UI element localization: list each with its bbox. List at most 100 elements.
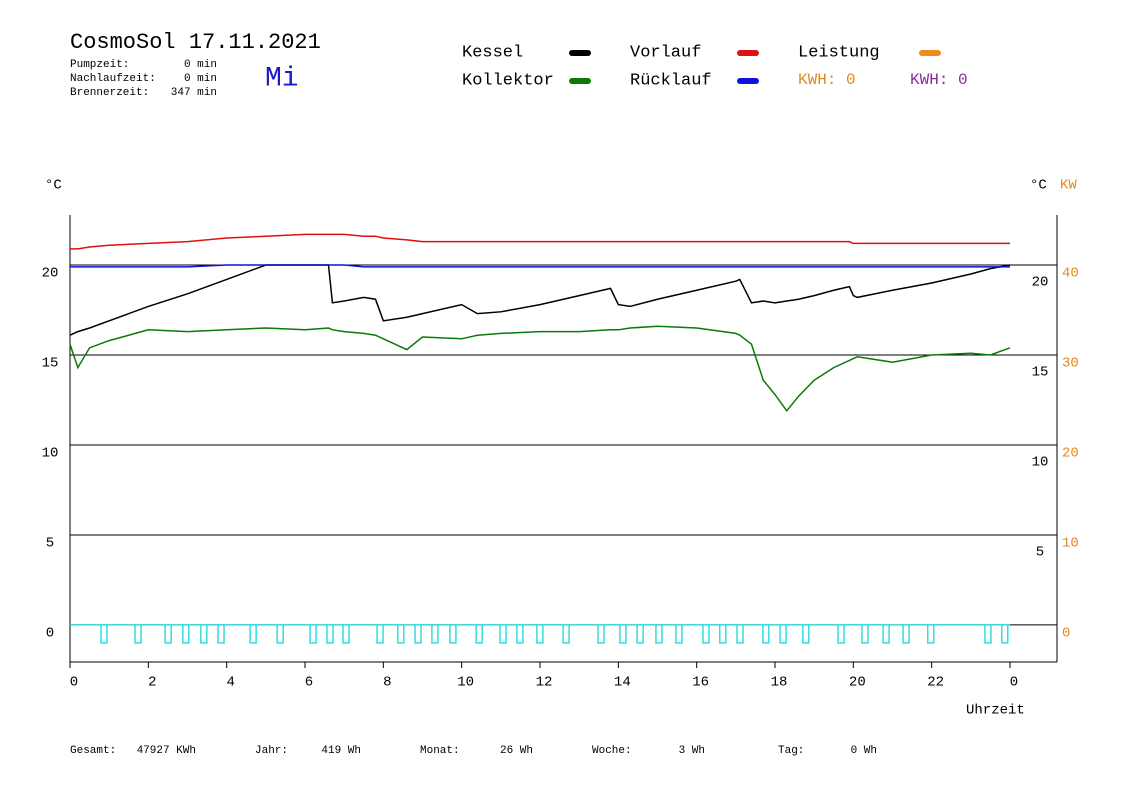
kwh-orange: KWH: 0 — [798, 71, 856, 89]
total-value: 26 Wh — [500, 745, 533, 757]
pump-pulse — [499, 624, 507, 644]
y-label: °C — [45, 178, 62, 194]
y2-tick-label: 30 — [1062, 356, 1079, 372]
pump-pulse — [762, 624, 770, 644]
pump-pulse — [397, 624, 405, 644]
x-label: Uhrzeit — [966, 703, 1025, 719]
stat-label: Nachlaufzeit: — [70, 73, 156, 85]
x-tick-label: 16 — [692, 675, 709, 691]
x-tick-label: 6 — [305, 675, 313, 691]
y-tick-label: 15 — [42, 356, 59, 372]
pump-pulse — [326, 624, 334, 644]
x-tick-label: 12 — [536, 675, 553, 691]
y-tick-label-right: 15 — [1032, 365, 1049, 381]
pump-pulse — [655, 624, 663, 644]
x-tick-label: 18 — [771, 675, 788, 691]
total-label: Woche: — [592, 745, 632, 757]
y2-tick-label: 0 — [1062, 626, 1070, 642]
pump-pulse — [802, 624, 810, 644]
pump-pulse — [927, 624, 935, 644]
pump-pulse — [837, 624, 845, 644]
pump-pulse — [342, 624, 350, 644]
total-label: Monat: — [420, 745, 460, 757]
pump-pulse — [619, 624, 627, 644]
series-line — [70, 264, 1010, 268]
total-value: 3 Wh — [679, 745, 705, 757]
y-tick-label-right: 20 — [1032, 275, 1049, 291]
pump-pulse — [636, 624, 644, 644]
pump-pulse — [1001, 624, 1009, 644]
series-line — [69, 264, 1011, 336]
series-line — [70, 233, 1010, 250]
stat-value: 347 min — [171, 87, 217, 99]
x-tick-label: 4 — [226, 675, 234, 691]
kwh-purple: KWH: 0 — [910, 71, 968, 89]
legend-label: Kollektor — [462, 71, 554, 90]
legend-label: Rücklauf — [630, 71, 712, 90]
pump-pulse — [719, 624, 727, 644]
y2-label: KW — [1060, 178, 1077, 194]
pump-pulse — [431, 624, 439, 644]
pump-pulse — [902, 624, 910, 644]
total-label: Tag: — [778, 745, 804, 757]
pump-pulse — [376, 624, 384, 644]
y2-tick-label: 10 — [1062, 536, 1079, 552]
pump-pulse — [276, 624, 284, 644]
x-tick-label: 14 — [614, 675, 631, 691]
y2-tick-label: 40 — [1062, 266, 1079, 282]
weekday: Mi — [265, 63, 299, 94]
pump-pulse — [414, 624, 422, 644]
legend-label: Leistung — [798, 43, 880, 62]
y-label-right: °C — [1030, 178, 1047, 194]
total-value: 0 Wh — [851, 745, 877, 757]
pump-pulse — [164, 624, 172, 644]
pump-pulse — [182, 624, 190, 644]
total-label: Gesamt: — [70, 745, 116, 757]
pump-pulse — [200, 624, 208, 644]
x-tick-label: 20 — [849, 675, 866, 691]
pump-pulse — [736, 624, 744, 644]
y-tick-label: 10 — [42, 446, 59, 462]
pump-pulse — [475, 624, 483, 644]
total-value: 47927 KWh — [137, 745, 196, 757]
y2-tick-label: 20 — [1062, 446, 1079, 462]
y-tick-label: 0 — [46, 626, 54, 642]
pump-pulse — [134, 624, 142, 644]
stat-label: Brennerzeit: — [70, 87, 149, 99]
x-tick-label: 22 — [927, 675, 944, 691]
stat-value: 0 min — [184, 59, 217, 71]
x-tick-label: 2 — [148, 675, 156, 691]
series-line — [69, 325, 1011, 413]
stat-label: Pumpzeit: — [70, 59, 129, 71]
x-tick-label: 10 — [457, 675, 474, 691]
x-tick-label: 8 — [383, 675, 391, 691]
total-value: 419 Wh — [321, 745, 361, 757]
pump-pulse — [984, 624, 992, 644]
y-tick-label: 20 — [42, 266, 59, 282]
pump-pulse — [861, 624, 869, 644]
y-tick-label: 5 — [46, 536, 54, 552]
pump-pulse — [702, 624, 710, 644]
total-label: Jahr: — [255, 745, 288, 757]
pump-pulse — [100, 624, 108, 644]
pump-pulse — [217, 624, 225, 644]
pump-pulse — [562, 624, 570, 644]
title: CosmoSol 17.11.2021 — [70, 30, 321, 55]
pump-pulse — [536, 624, 544, 644]
legend-label: Kessel — [462, 43, 523, 62]
y-tick-label-right: 10 — [1032, 455, 1049, 471]
x-tick-label: 0 — [1010, 675, 1018, 691]
pump-pulse — [779, 624, 787, 644]
pump-pulse — [882, 624, 890, 644]
pump-pulse — [597, 624, 605, 644]
pump-pulse — [675, 624, 683, 644]
pump-pulse — [516, 624, 524, 644]
pump-pulse — [309, 624, 317, 644]
y-tick-label-right: 5 — [1036, 545, 1044, 561]
pump-pulse — [249, 624, 257, 644]
x-tick-label: 0 — [70, 675, 78, 691]
legend-label: Vorlauf — [630, 43, 701, 62]
stat-value: 0 min — [184, 73, 217, 85]
